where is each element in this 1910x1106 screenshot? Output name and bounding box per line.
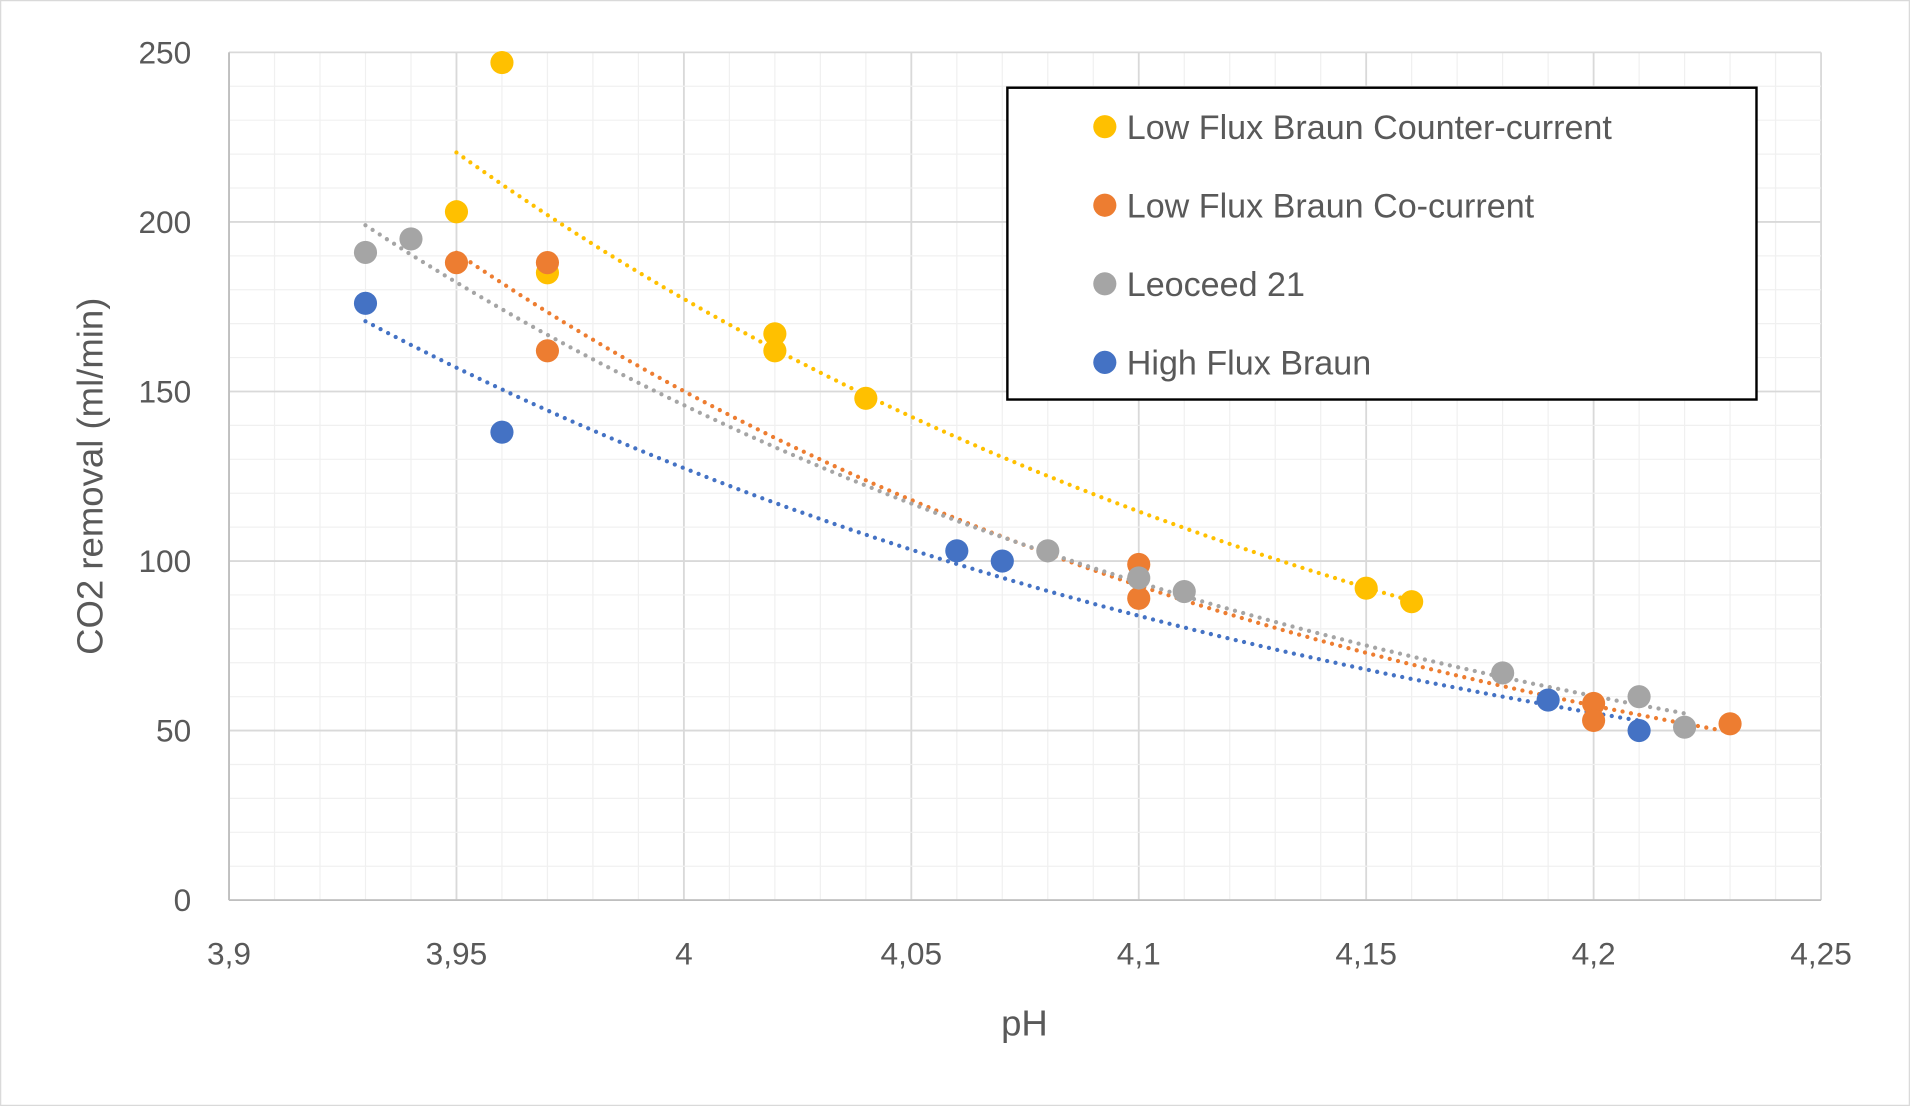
legend-marker	[1093, 193, 1117, 217]
legend: Low Flux Braun Counter-current Low Flux B…	[1006, 86, 1758, 401]
trendline-1	[454, 250, 1733, 734]
legend-label: Low Flux Braun Counter-current	[1127, 109, 1613, 147]
data-point-series-0	[763, 322, 787, 346]
data-point-series-2	[1491, 661, 1515, 685]
data-point-series-1	[535, 339, 560, 363]
legend-label: Low Flux Braun Co-current	[1127, 187, 1535, 225]
x-tick-label: 4,25	[1790, 936, 1852, 972]
data-point-series-2	[1127, 566, 1151, 590]
data-point-series-3	[490, 420, 514, 444]
x-tick-label: 4,15	[1335, 936, 1397, 972]
y-tick-label: 50	[156, 713, 191, 749]
y-tick-label: 200	[138, 204, 191, 240]
y-tick-label: 100	[138, 543, 191, 579]
data-point-series-2	[1036, 539, 1060, 563]
data-point-series-1	[535, 251, 560, 275]
x-tick-label: 3,9	[207, 936, 251, 972]
y-axis-title: CO2 removal (ml/min)	[69, 298, 110, 655]
data-point-series-2	[353, 240, 378, 265]
legend-marker	[1093, 272, 1117, 296]
y-tick-label: 250	[138, 34, 191, 70]
data-point-series-3	[1627, 719, 1651, 743]
data-point-series-0	[854, 386, 878, 410]
data-point-series-2	[1627, 685, 1651, 709]
x-tick-label: 4,1	[1117, 936, 1161, 972]
legend-marker	[1093, 115, 1117, 139]
x-tick-label: 4,05	[881, 936, 943, 972]
trendline-3	[363, 319, 1642, 723]
x-tick-label: 4,2	[1572, 936, 1616, 972]
data-point-series-3	[945, 539, 969, 563]
data-point-series-3	[1536, 688, 1560, 712]
legend-marker	[1093, 350, 1117, 374]
data-point-series-2	[1673, 715, 1697, 739]
legend-label: High Flux Braun	[1127, 345, 1371, 383]
data-points	[353, 50, 1742, 743]
data-point-series-1	[1582, 708, 1606, 732]
data-point-series-2	[1172, 579, 1196, 604]
data-point-series-1	[1718, 712, 1742, 736]
tick-labels: 3,9 3,95 4 4,05 4,1 4,15 4,2 4,25 0 50 100 150 200 25…	[138, 34, 1851, 971]
data-point-series-0	[1354, 576, 1378, 600]
y-tick-label: 150	[138, 373, 191, 409]
y-tick-label: 0	[174, 882, 192, 918]
data-point-series-0	[444, 200, 469, 224]
trendlines	[363, 150, 1733, 734]
legend-box	[1006, 86, 1758, 401]
trendline-0	[454, 150, 1414, 604]
data-point-series-1	[444, 251, 469, 275]
data-point-series-2	[399, 227, 423, 251]
data-point-series-0	[490, 50, 514, 75]
data-point-series-1	[1127, 586, 1151, 610]
data-point-series-1	[1582, 691, 1606, 716]
x-tick-label: 4	[675, 936, 693, 972]
x-tick-label: 3,95	[426, 936, 488, 972]
data-point-series-3	[990, 549, 1014, 573]
data-point-series-0	[763, 339, 787, 363]
data-point-series-3	[353, 291, 378, 315]
data-point-series-0	[1400, 590, 1424, 614]
trendline-2	[363, 223, 1687, 716]
x-axis-title: pH	[1001, 1002, 1048, 1043]
legend-label: Leoceed 21	[1127, 266, 1305, 304]
